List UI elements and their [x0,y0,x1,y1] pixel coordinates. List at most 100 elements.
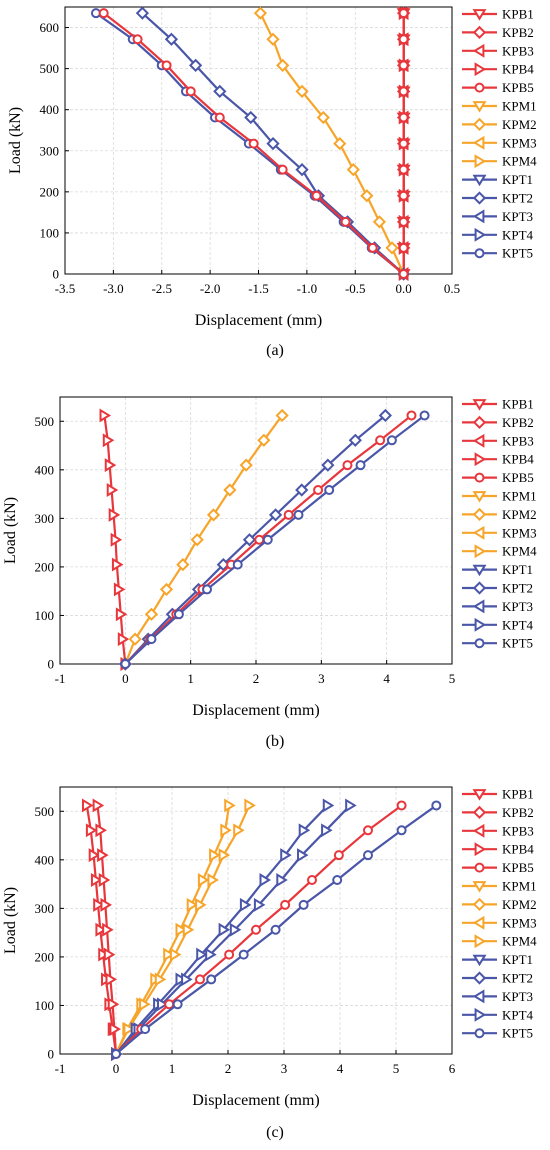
data-point [157,997,169,1012]
data-point [244,110,258,125]
data-point [117,632,130,647]
y-tick-label: 0 [53,267,60,282]
legend-label: KPB3 [502,433,534,448]
data-point [378,408,392,423]
x-tick-label: 3 [281,1061,288,1076]
data-point [257,433,271,447]
legend-label: KPM4 [502,934,537,949]
data-point [406,410,417,421]
x-axis-label: Displacement (mm) [192,1092,320,1109]
y-tick-label: 500 [35,804,55,819]
data-point [214,112,225,123]
y-axis-label: Load (kN) [7,107,24,174]
data-point [340,216,351,227]
data-point [275,408,289,423]
data-point [307,875,317,886]
data-point [254,534,265,545]
legend-label: KPT3 [502,989,533,1004]
data-point [93,897,105,912]
data-point [398,190,409,201]
legend-marker [474,862,485,873]
legend-marker [474,1028,485,1039]
data-point [163,947,175,962]
data-point [283,509,294,520]
data-point [419,410,430,421]
legend-label: KPT2 [502,191,533,206]
data-point [173,609,184,620]
x-tick-label: 5 [449,671,456,686]
legend-marker [472,191,487,205]
data-point [277,164,288,175]
data-point [398,8,409,19]
series-kpb5 [398,8,409,279]
legend-label: KPB5 [502,860,534,875]
data-point [333,850,344,861]
data-point [398,216,409,227]
data-point [181,972,193,987]
data-point [81,798,94,813]
legend-label: KPT1 [502,952,533,967]
data-point [333,136,347,151]
legend-marker [474,842,487,857]
legend: KPB1 KPB2 KPB3 KPB4 KPB5 KPM1 KPM2 KPM3 KPM4 KPT1… [462,7,537,261]
data-point [202,584,212,595]
data-point [251,924,261,935]
x-tick-label: 4 [383,671,390,686]
data-point [372,215,387,229]
x-tick-label: 5 [393,1061,400,1076]
data-point [386,435,397,446]
x-axis-label: Displacement (mm) [195,312,323,329]
data-point [154,972,167,987]
legend-label: KPT5 [502,1026,533,1041]
data-point [360,189,374,203]
data-point [229,922,242,937]
data-point [207,873,219,887]
x-tick-label: -3.0 [103,281,124,296]
data-point [295,163,309,177]
data-point [313,485,324,496]
y-tick-label: 400 [35,462,55,477]
chart-panel-a: -3.5 -3.0 -2.5 -2.0 -1.5 -1.0 -0.5 0.0 0.5 0 100 20… [7,6,537,359]
x-tick-label: -2.5 [151,281,172,296]
data-point [172,999,183,1010]
x-tick-label: -0.5 [345,281,366,296]
legend-marker [472,789,487,801]
data-point [363,850,373,861]
legend-marker [474,62,487,77]
legend-marker [472,599,485,614]
legend-marker [472,491,487,503]
legend-marker [472,174,487,187]
data-point [232,559,243,570]
legend-label: KPM1 [502,489,537,504]
y-tick-label: 300 [35,511,55,526]
data-point [248,138,259,149]
legend-label: KPT5 [502,246,533,261]
y-tick-label: 200 [35,559,55,574]
data-point [280,848,292,863]
x-tick-label: 0.0 [396,281,412,296]
data-point [88,848,101,863]
data-point [164,999,175,1010]
data-point [295,84,309,99]
legend-label: KPB4 [502,842,534,857]
y-tick-label: 400 [40,102,60,117]
data-point [262,534,273,545]
data-point [111,557,124,572]
legend-marker [472,209,485,224]
data-point [102,922,114,937]
data-point [295,483,309,497]
data-point [270,924,281,935]
legend-marker [472,525,485,540]
x-tick-label: -1.5 [248,281,269,296]
data-point [186,897,199,912]
data-point [128,632,142,646]
legend-marker [472,581,487,595]
data-point [276,58,290,72]
data-point [140,1024,151,1035]
legend-label: KPB5 [502,470,534,485]
data-point [224,949,235,960]
legend-marker [474,1007,487,1022]
data-point [103,947,116,962]
data-point [398,60,409,71]
data-point [218,848,231,863]
